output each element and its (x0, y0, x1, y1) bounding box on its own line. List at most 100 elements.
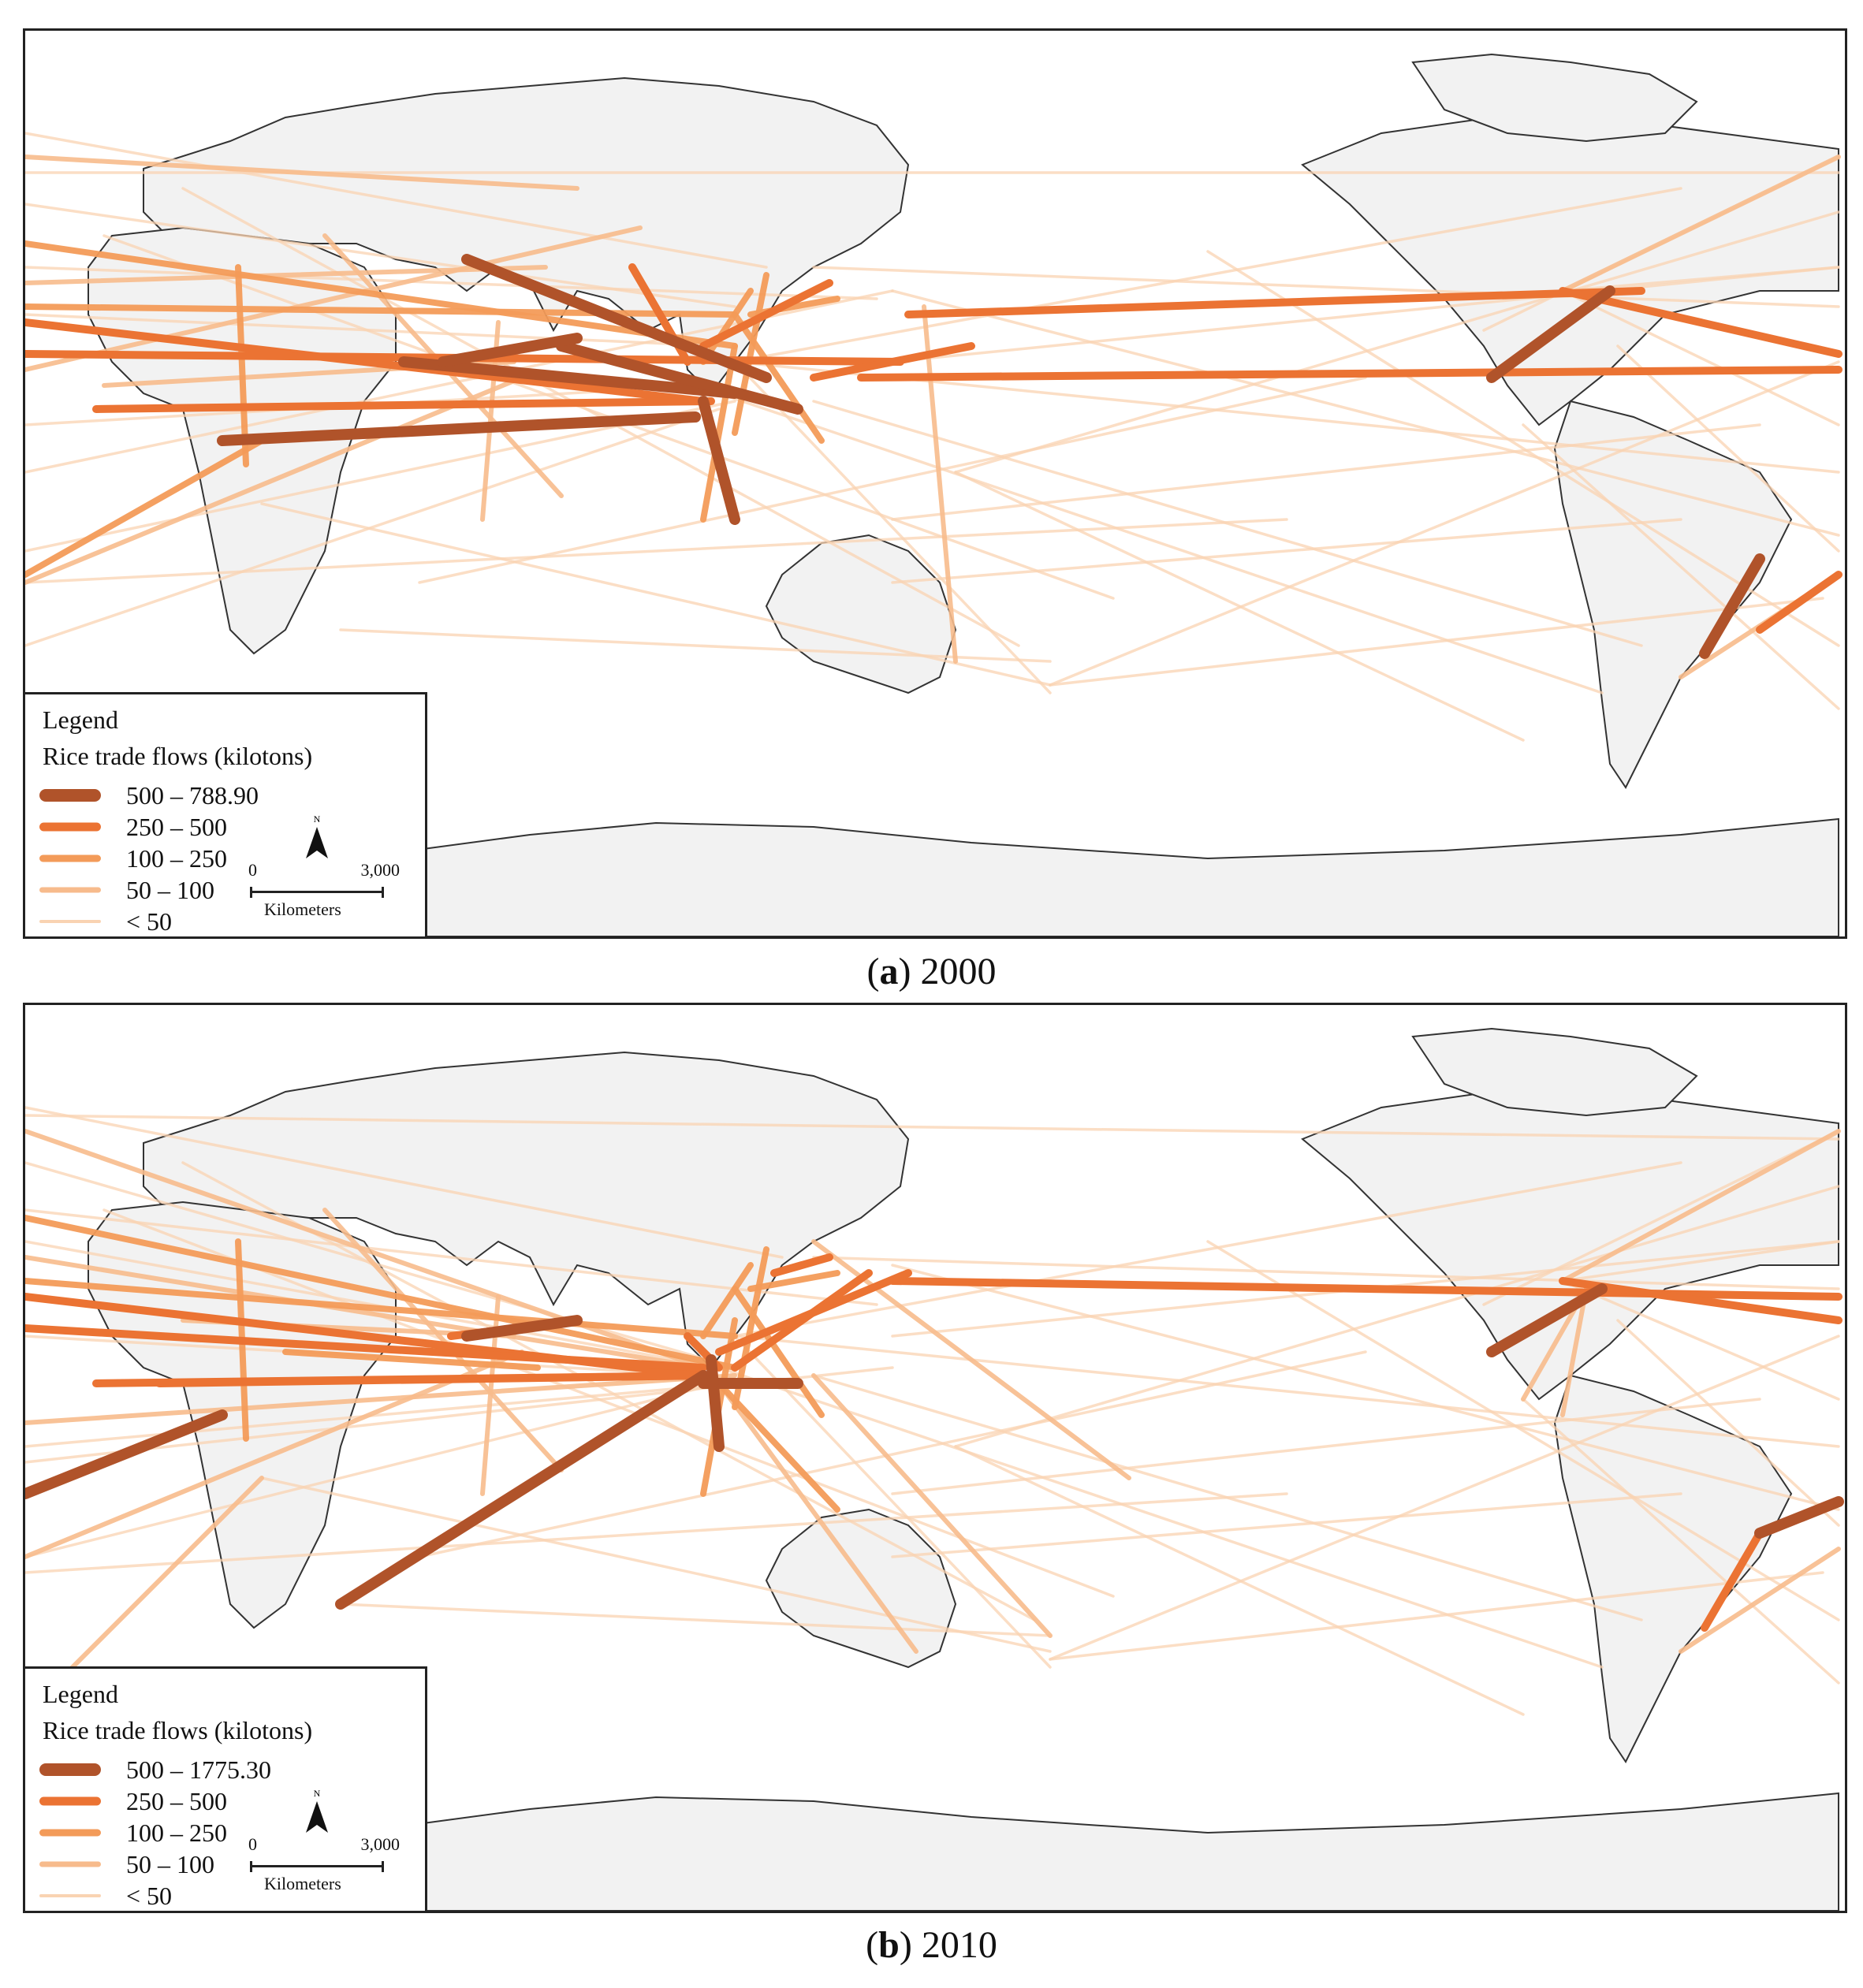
flow-line-class-5 (733, 1335, 1840, 1448)
flow-line-class-5 (25, 1382, 721, 1558)
legend-swatch (39, 1763, 101, 1776)
flow-line-class-2 (857, 366, 1843, 382)
flow-line-class-4 (25, 225, 643, 372)
legend-box: Legend Rice trade flows (kilotons) 500 –… (25, 692, 427, 936)
flow-line-class-1 (335, 1370, 709, 1610)
legend-item-class-2: 250 – 500 (39, 811, 276, 843)
flow-line-class-5 (733, 187, 1682, 363)
flow-line-class-5 (25, 408, 721, 647)
flow-line-class-5 (954, 1185, 1840, 1448)
legend-item-class-3: 100 – 250 (39, 843, 276, 874)
flow-line-class-5 (891, 423, 1761, 521)
landmass-greenland (1411, 1027, 1698, 1117)
legend-swatch (39, 789, 101, 802)
flow-line-class-5 (25, 132, 768, 269)
flow-line-class-2 (25, 1324, 707, 1372)
legend-title: Legend (43, 1680, 118, 1708)
flow-line-class-5 (1561, 289, 1840, 426)
flow-line-class-5 (1616, 1319, 1840, 1527)
flow-line-class-5 (1522, 1398, 1840, 1685)
flow-line-class-5 (25, 1106, 784, 1259)
flow-line-class-5 (181, 1161, 1036, 1621)
flow-lines-light (25, 1106, 1841, 1717)
flow-line-class-5 (717, 1366, 1604, 1669)
flow-line-class-5 (891, 1264, 1840, 1511)
flow-line-class-5 (25, 266, 878, 300)
flow-line-class-3 (235, 264, 249, 467)
flow-line-class-2 (904, 287, 1645, 318)
flow-line-class-1 (461, 254, 772, 383)
flow-line-class-5 (25, 1382, 736, 1448)
flow-line-class-5 (891, 266, 1840, 363)
flow-line-class-5 (1206, 250, 1840, 647)
landmass-antarctica (411, 1792, 1839, 1911)
flow-line-class-5 (891, 1492, 1682, 1558)
legend-swatch (39, 1861, 101, 1867)
caption-year: 2010 (921, 1924, 997, 1966)
legend-swatch (39, 920, 101, 923)
flow-lines-heavy (25, 1215, 1844, 1632)
land-masses (88, 1027, 1839, 1911)
legend-title: Legend (43, 705, 118, 734)
flow-line-class-5 (954, 1445, 1525, 1716)
legend-swatch (39, 1894, 101, 1897)
flow-line-class-3 (700, 343, 738, 523)
flow-line-class-3 (25, 1215, 738, 1371)
flow-line-class-2 (715, 1269, 912, 1356)
flow-line-class-4 (25, 154, 579, 191)
flow-line-class-2 (1701, 1529, 1764, 1632)
flow-line-class-5 (339, 628, 1052, 663)
scale-bar: 0 3,000 Kilometers (242, 860, 400, 923)
flow-line-class-5 (1522, 423, 1840, 710)
flow-line-class-5 (891, 518, 1682, 584)
caption-2010: (b) 2010 (866, 1924, 997, 1966)
flow-line-class-3 (25, 437, 265, 578)
flow-line-class-5 (1049, 1571, 1824, 1661)
flow-line-class-1 (556, 341, 803, 415)
flow-line-class-3 (25, 1278, 738, 1339)
legend-item-class-3: 100 – 250 (39, 1817, 276, 1848)
flow-line-class-4 (25, 1255, 706, 1370)
legend-item-class-2: 250 – 500 (39, 1785, 276, 1817)
flow-line-class-4 (922, 304, 958, 664)
legend-box: Legend Rice trade flows (kilotons) 500 –… (25, 1666, 427, 1911)
legend-label: 100 – 250 (126, 1819, 227, 1847)
scale-start-label: 0 (248, 1834, 257, 1854)
flow-line-class-5 (25, 518, 1288, 584)
flow-line-class-3 (732, 1286, 825, 1418)
flow-line-class-1 (1699, 553, 1765, 659)
legend-label: < 50 (126, 1882, 173, 1910)
map-panel-2010: Legend Rice trade flows (kilotons) 500 –… (23, 1003, 1847, 1913)
north-label: N (314, 813, 321, 825)
scale-end-label: 3,000 (360, 860, 401, 880)
flow-line-class-1 (217, 411, 701, 446)
flow-line-class-1 (706, 1354, 725, 1452)
flow-line-class-5 (260, 1476, 1052, 1653)
caption-letter: a (879, 951, 899, 992)
flow-line-class-2 (1559, 1277, 1843, 1324)
flow-line-class-2 (810, 342, 975, 382)
flow-line-class-3 (732, 272, 769, 436)
landmass-australia (765, 1508, 957, 1669)
flow-line-class-5 (1482, 1130, 1840, 1306)
flow-line-class-4 (322, 1208, 564, 1472)
scale-unit-label: Kilometers (264, 1874, 341, 1893)
flow-line-class-2 (155, 1372, 707, 1387)
flow-line-class-2 (699, 279, 833, 350)
flow-line-class-3 (747, 1270, 840, 1292)
flow-line-class-3 (716, 1380, 840, 1513)
legend-item-class-1: 500 – 1775.30 (39, 1754, 276, 1785)
north-arrow-icon: N (301, 1787, 333, 1842)
legend-swatch (39, 854, 101, 862)
flow-line-class-5 (891, 1398, 1761, 1495)
flow-line-class-5 (733, 1161, 1682, 1338)
flow-line-class-5 (717, 392, 1604, 694)
flow-line-class-4 (25, 1350, 524, 1559)
flow-line-class-5 (25, 1240, 721, 1369)
flow-line-class-2 (1756, 571, 1843, 634)
flow-line-class-5 (102, 1208, 1115, 1598)
flow-line-class-5 (25, 313, 721, 348)
legend-swatch (39, 887, 101, 893)
flow-line-class-5 (1049, 1335, 1840, 1661)
world-map-2010 (25, 1027, 1844, 1911)
